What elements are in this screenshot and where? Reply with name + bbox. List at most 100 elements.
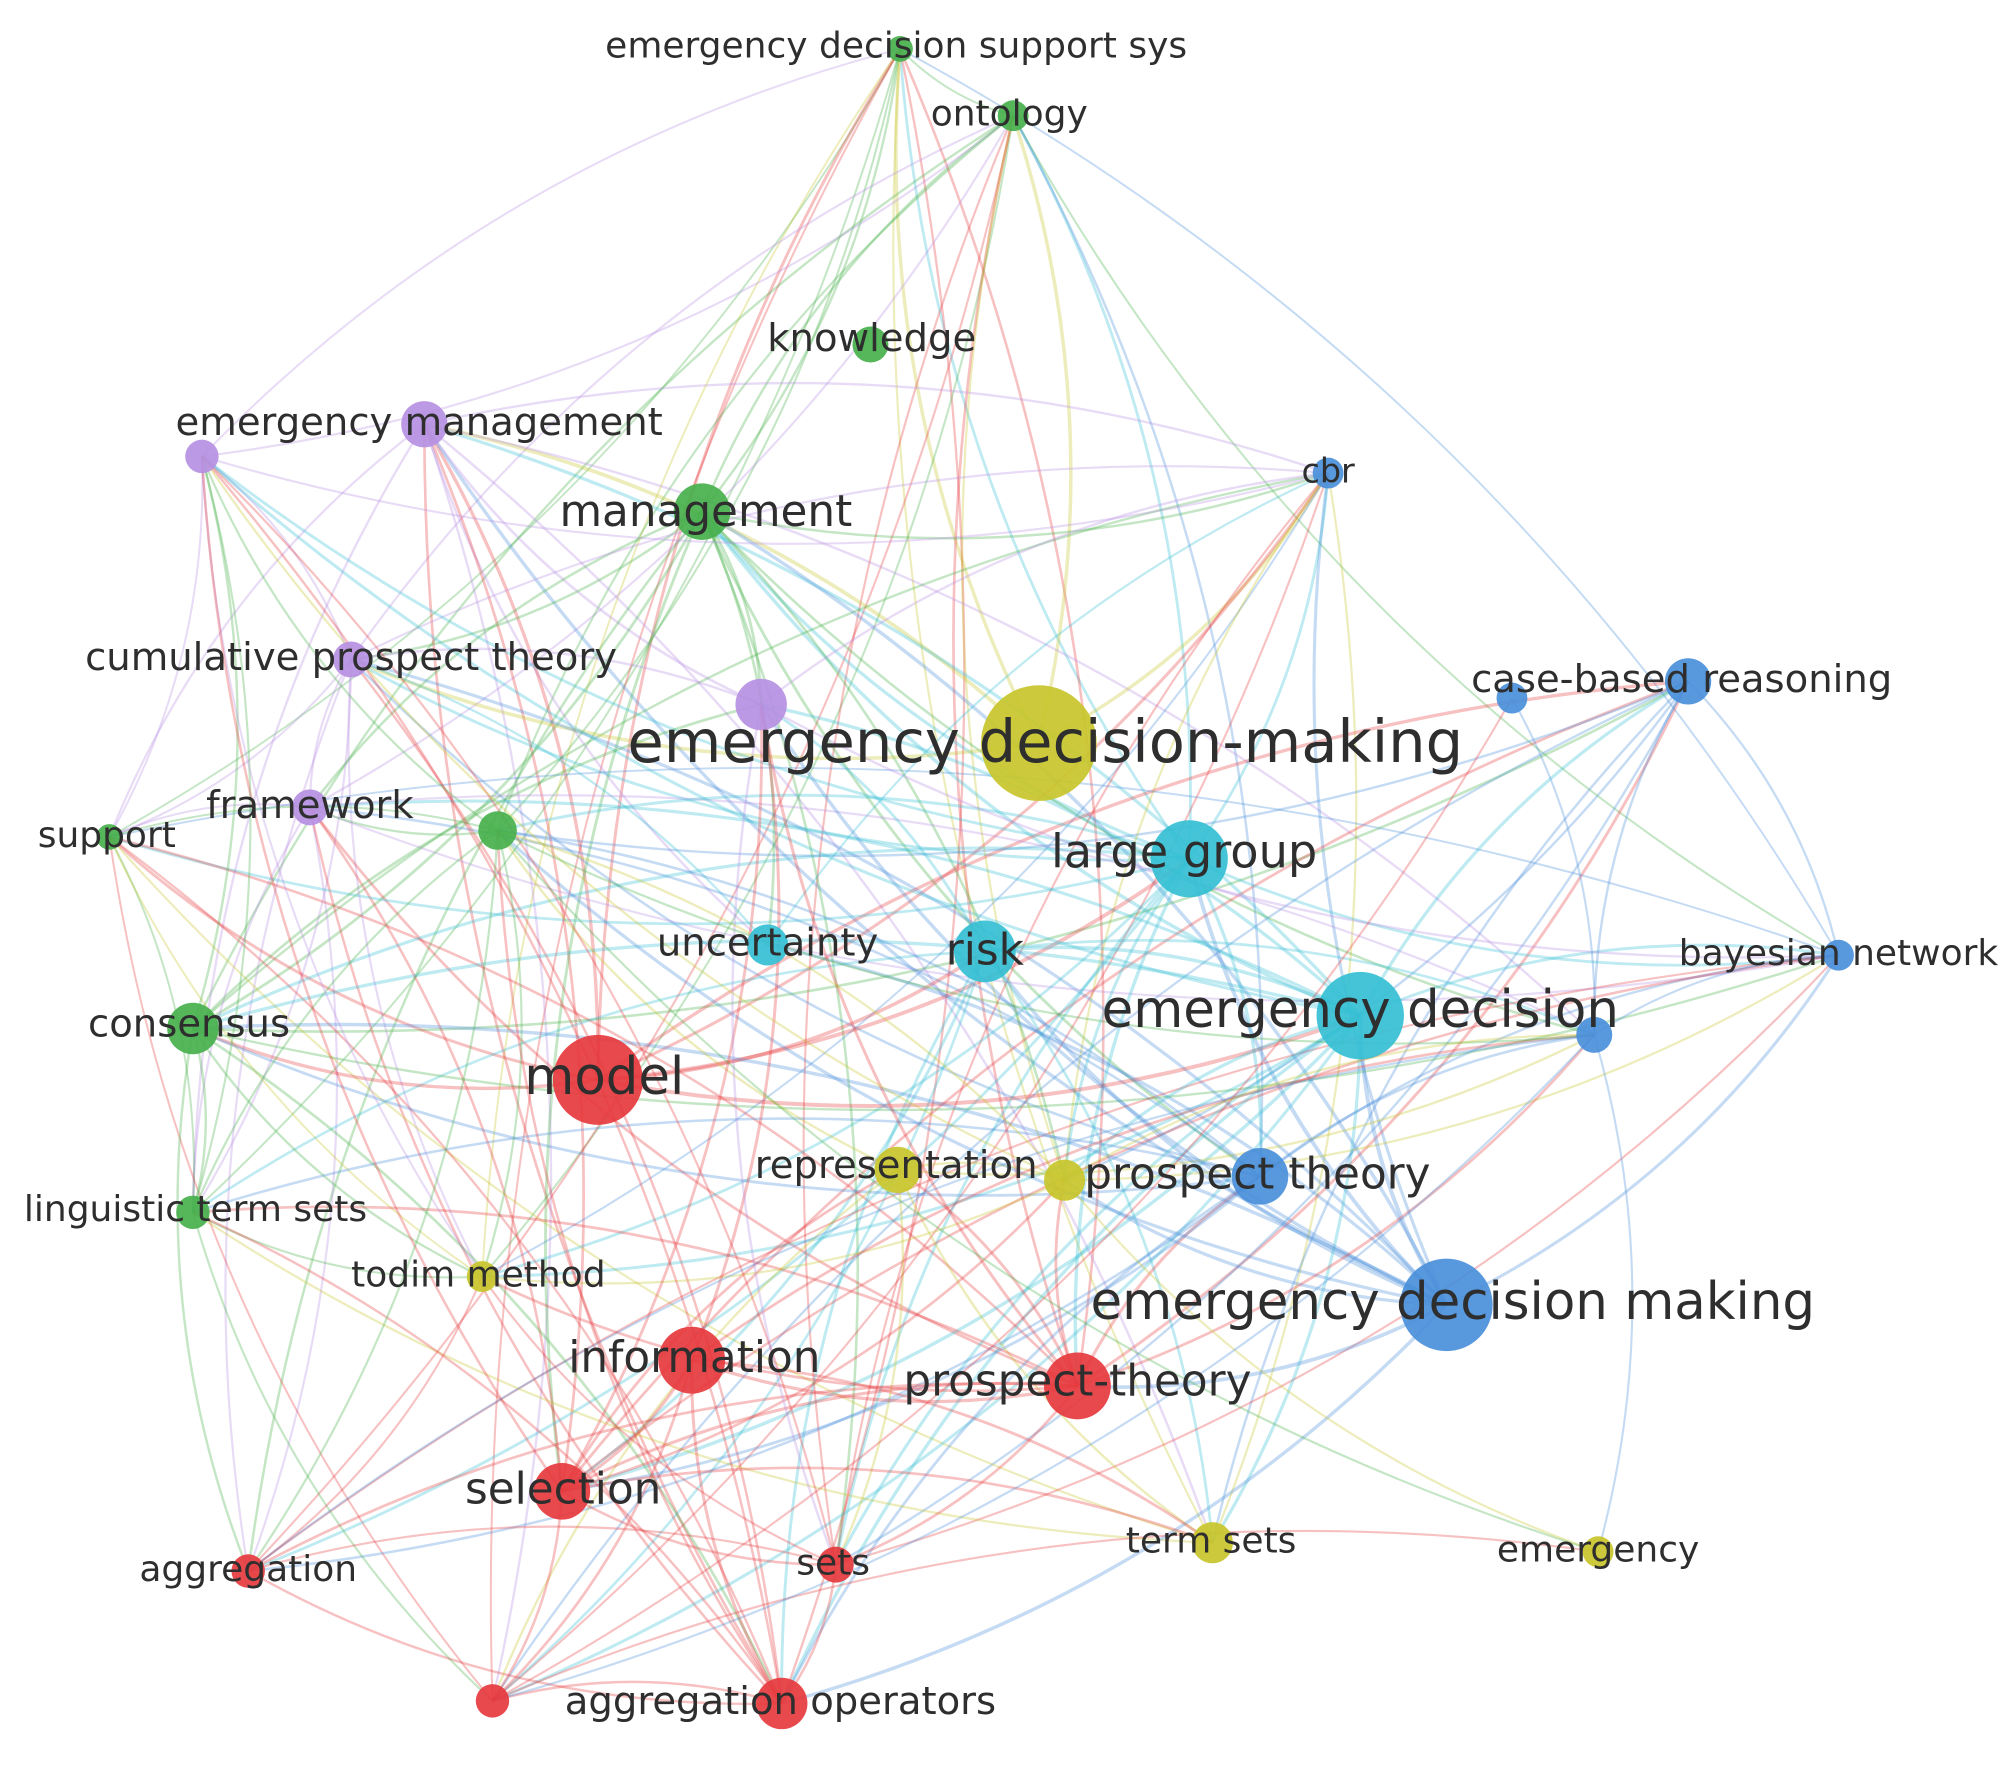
- edge: [201, 455, 837, 1565]
- node-label: linguistic term sets: [24, 1189, 367, 1230]
- edge: [1358, 679, 1689, 1017]
- edge: [191, 1027, 483, 1278]
- edge: [835, 680, 1690, 1566]
- edge: [108, 836, 494, 1702]
- edge: [759, 704, 1079, 1387]
- edge: [496, 829, 1447, 1307]
- edge: [690, 704, 781, 1361]
- edge: [898, 48, 1191, 860]
- edge: [247, 1525, 837, 1573]
- edge: [1077, 1303, 1448, 1389]
- edge: [1188, 473, 1330, 860]
- edge: [596, 48, 902, 1080]
- edge: [491, 697, 1513, 1702]
- edge: [423, 424, 783, 1705]
- node: [466, 1261, 498, 1293]
- edge: [423, 422, 1041, 745]
- node-label: sets: [796, 1543, 870, 1584]
- node-label: support: [38, 815, 176, 856]
- edge: [497, 829, 1261, 1178]
- edge: [308, 806, 1078, 1388]
- node: [1312, 457, 1344, 489]
- node-label: representation: [755, 1143, 1038, 1188]
- edge: [1011, 115, 1073, 744]
- edge: [423, 423, 769, 946]
- node-label: management: [559, 486, 852, 537]
- edge: [489, 48, 901, 1701]
- edge: [491, 1491, 564, 1702]
- edge: [561, 1381, 1078, 1493]
- node: [1043, 1352, 1111, 1420]
- node-label: bayesian network: [1679, 933, 1999, 974]
- edge: [309, 806, 1261, 1178]
- edge: [247, 830, 499, 1572]
- edge: [350, 465, 1329, 661]
- edge: [561, 950, 987, 1493]
- edge: [1187, 858, 1263, 1177]
- edge: [894, 48, 1041, 744]
- edge: [1063, 472, 1330, 1181]
- node-label: emergency decision-making: [627, 707, 1463, 776]
- edge: [760, 702, 1362, 1017]
- node: [185, 439, 219, 474]
- node-label: selection: [465, 1463, 661, 1514]
- edge: [1593, 954, 1839, 1036]
- edge: [200, 456, 484, 1278]
- edge: [780, 950, 987, 1704]
- edge: [309, 115, 1015, 809]
- edge: [191, 703, 762, 1030]
- edge: [191, 456, 239, 1029]
- edge: [192, 1026, 599, 1091]
- edge: [308, 658, 353, 808]
- node-label: model: [524, 1047, 684, 1107]
- edge: [200, 456, 563, 1493]
- edge: [247, 857, 1191, 1573]
- edge: [201, 455, 1329, 545]
- edge: [767, 943, 1448, 1307]
- edge: [597, 1013, 1361, 1108]
- edge: [108, 836, 1213, 1544]
- edge: [247, 115, 1015, 1572]
- edge: [491, 1168, 899, 1702]
- edge: [308, 510, 703, 809]
- edge: [201, 114, 1014, 458]
- edge: [108, 835, 599, 1082]
- node: [1664, 658, 1712, 705]
- edge: [1312, 472, 1448, 1306]
- edge: [350, 658, 1190, 862]
- node-label: case-based reasoning: [1471, 657, 1892, 702]
- edge: [497, 829, 1066, 1181]
- edge: [192, 1022, 1448, 1307]
- node: [735, 678, 787, 731]
- edge: [1511, 697, 1596, 1035]
- edge: [597, 857, 1191, 1082]
- edge: [247, 807, 339, 1572]
- edge: [1259, 1033, 1595, 1178]
- edge: [760, 471, 1329, 706]
- edge: [731, 704, 837, 1566]
- node-label: knowledge: [767, 316, 976, 361]
- edge: [496, 114, 1014, 831]
- edge: [192, 510, 704, 1030]
- edge: [1063, 1033, 1595, 1182]
- edge: [1073, 857, 1191, 1386]
- edge: [308, 806, 564, 1492]
- edge: [766, 472, 1329, 946]
- edge: [984, 938, 1595, 1037]
- edge: [1259, 953, 1839, 1178]
- edge: [423, 423, 1214, 1544]
- edge: [492, 1529, 1599, 1702]
- node-label: large group: [1051, 824, 1317, 878]
- edge: [422, 423, 1448, 1307]
- edge: [108, 836, 483, 1278]
- edge: [892, 48, 1214, 1544]
- node-label: emergency decision: [1102, 980, 1619, 1040]
- edge: [108, 803, 311, 838]
- edge: [700, 510, 1190, 861]
- edge: [192, 1211, 1213, 1544]
- edge: [201, 47, 901, 458]
- edge: [108, 48, 901, 838]
- node: [533, 1463, 591, 1520]
- edge: [350, 657, 1040, 761]
- node: [954, 920, 1016, 983]
